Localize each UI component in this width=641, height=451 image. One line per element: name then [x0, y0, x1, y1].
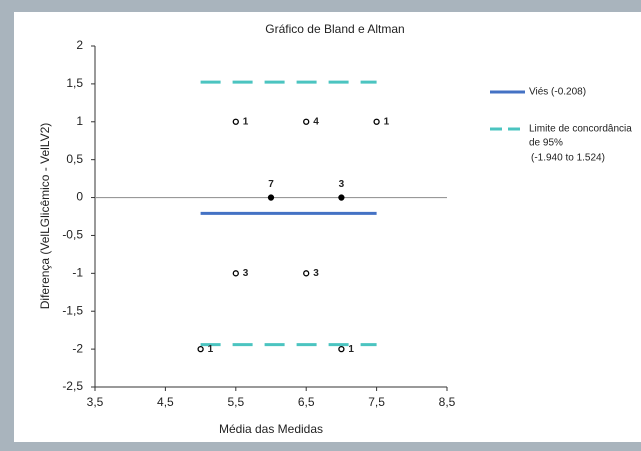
chart: Gráfico de Bland e Altman Média das Medi… — [0, 0, 641, 451]
x-axis-label: Média das Medidas — [219, 422, 323, 436]
point-count-label: 3 — [243, 268, 249, 279]
x-tick-label: 7,5 — [368, 395, 385, 409]
data-point — [198, 347, 203, 352]
point-count-label: 1 — [384, 116, 390, 127]
data-point — [233, 119, 238, 124]
y-tick-label: -2 — [72, 341, 83, 355]
point-count-label: 7 — [268, 179, 274, 190]
y-tick-label: 0 — [76, 190, 83, 204]
y-tick-label: 1 — [76, 114, 83, 128]
x-tick-label: 8,5 — [439, 395, 456, 409]
data-point — [269, 195, 274, 200]
legend-label: (-1.940 to 1.524) — [531, 153, 605, 164]
point-count-label: 1 — [348, 344, 354, 355]
data-point — [339, 347, 344, 352]
point-count-label: 3 — [339, 179, 345, 190]
y-axis-label: Diferença (VelLGlicêmico - VelLV2) — [38, 123, 52, 310]
y-tick-label: 1,5 — [66, 76, 83, 90]
y-tick-label: 2 — [76, 38, 83, 52]
data-point — [339, 195, 344, 200]
point-count-label: 3 — [313, 268, 319, 279]
y-tick-label: -1,5 — [62, 303, 83, 317]
legend-label: Viés (-0.208) — [529, 87, 586, 98]
chart-panel — [14, 12, 641, 442]
x-tick-label: 6,5 — [298, 395, 315, 409]
page: Gráfico de Bland e Altman Média das Medi… — [0, 0, 641, 451]
point-count-label: 1 — [243, 116, 249, 127]
data-point — [233, 271, 238, 276]
x-tick-label: 4,5 — [157, 395, 174, 409]
y-tick-label: -0,5 — [62, 228, 83, 242]
data-point — [304, 271, 309, 276]
x-tick-label: 3,5 — [87, 395, 104, 409]
data-point — [304, 119, 309, 124]
point-count-label: 4 — [313, 116, 319, 127]
x-tick-label: 5,5 — [227, 395, 244, 409]
chart-title: Gráfico de Bland e Altman — [265, 22, 404, 36]
legend-label: de 95% — [529, 138, 563, 149]
y-tick-label: 0,5 — [66, 152, 83, 166]
point-count-label: 1 — [208, 344, 214, 355]
y-tick-label: -2,5 — [62, 379, 83, 393]
data-point — [374, 119, 379, 124]
y-tick-label: -1 — [72, 266, 83, 280]
legend-label: Limite de concordância — [529, 124, 632, 135]
